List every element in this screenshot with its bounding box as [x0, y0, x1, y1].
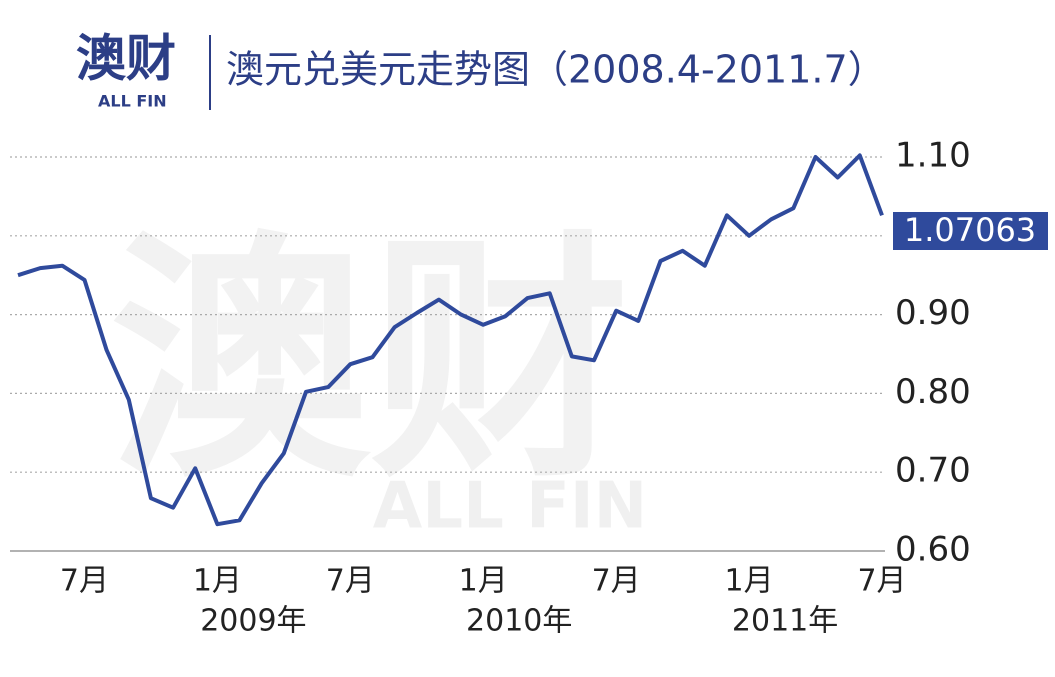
logo: 澳财: [76, 30, 176, 88]
chart-title: 澳元兑美元走势图（2008.4-2011.7）: [226, 48, 886, 92]
x-tick-label: 7月: [326, 564, 375, 599]
x-tick-label: 7月: [857, 564, 906, 599]
x-tick-label: 7月: [592, 564, 641, 599]
watermark: 澳财: [110, 211, 630, 513]
logo-sub: ALL FIN: [98, 92, 167, 111]
y-tick-label: 0.60: [895, 530, 971, 570]
watermark-sub: ALL FIN: [373, 470, 647, 544]
y-tick-label: 0.80: [895, 372, 971, 412]
x-year-label: 2010年: [466, 604, 572, 639]
y-tick-label: 0.90: [895, 293, 971, 333]
current-value-box: [893, 212, 1048, 250]
x-year-label: 2011年: [732, 604, 838, 639]
x-tick-label: 1月: [459, 564, 508, 599]
x-tick-label: 1月: [193, 564, 242, 599]
x-year-label: 2009年: [200, 604, 306, 639]
line: [17, 153, 884, 527]
y-tick-label: 0.70: [895, 451, 971, 491]
current-value-label: 1.07063: [904, 211, 1036, 249]
y-tick-label: 1.10: [895, 136, 971, 176]
x-tick-label: 1月: [725, 564, 774, 599]
x-tick-label: 7月: [60, 564, 109, 599]
